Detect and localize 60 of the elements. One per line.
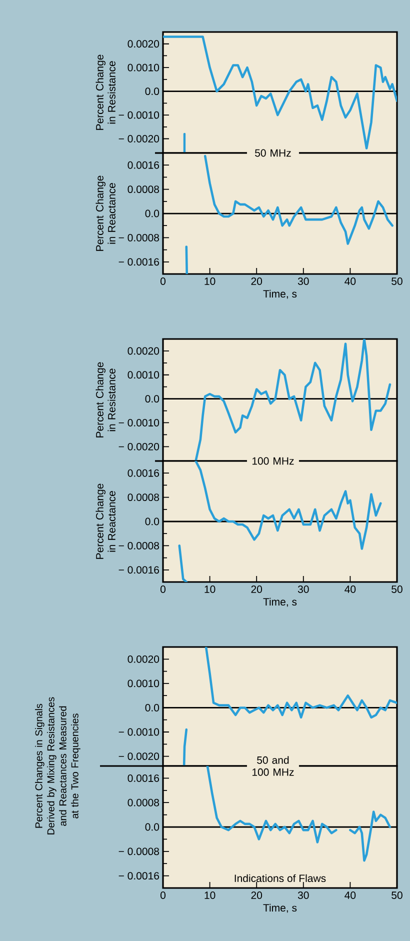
y-tick-label: 0.0 (145, 704, 160, 712)
x-tick-label: 20 (251, 278, 262, 285)
y-tick-label: 0.0010 (128, 371, 160, 379)
y-axis-title: Percent Change in Reactance (96, 484, 116, 559)
x-tick-label: 40 (344, 892, 356, 899)
x-tick-label: 0 (160, 586, 166, 593)
y-tick-label: 0.0020 (128, 347, 160, 355)
x-tick-label: 20 (251, 586, 262, 593)
y-tick-label: − 0.0008 (118, 234, 159, 242)
y-tick-label: 0.0008 (128, 798, 160, 806)
x-tick-label: 0 (160, 892, 166, 899)
y-tick-label: 0.0 (145, 823, 160, 831)
y-axis-title: Percent Changes in Signals Derived by Mixing Resistances and Reactances Measured at the Two Frequencies (35, 697, 80, 834)
y-tick-label: 0.0 (145, 210, 160, 218)
y-tick-label: 0.0020 (128, 655, 160, 663)
y-tick-label: − 0.0008 (118, 542, 159, 550)
y-tick-label: 0.0008 (128, 186, 160, 194)
x-tick-label: 30 (298, 278, 309, 285)
x-tick-label: 30 (298, 586, 309, 593)
y-tick-label: 0.0020 (128, 40, 160, 48)
x-tick-label: 40 (344, 278, 356, 285)
x-tick-label: 40 (344, 586, 356, 593)
y-tick-label: 0.0008 (128, 494, 160, 502)
x-tick-label: 20 (251, 892, 262, 899)
annotation: Indications of Flaws (234, 874, 326, 882)
y-tick-label: − 0.0008 (118, 848, 159, 856)
x-tick-label: 50 (392, 278, 402, 285)
y-tick-label: − 0.0010 (118, 111, 160, 119)
y-tick-label: − 0.0016 (118, 258, 159, 266)
y-tick-label: 0.0 (145, 88, 160, 96)
annotation: 50 and 100 MHz (252, 756, 294, 776)
y-tick-label: − 0.0016 (118, 872, 159, 880)
y-axis-title: Percent Change in Resistance (96, 362, 116, 438)
x-tick-label: 10 (204, 586, 216, 593)
y-axis-title: Percent Change in Reactance (96, 176, 116, 251)
y-tick-label: − 0.0020 (118, 442, 160, 450)
y-tick-label: 0.0 (145, 395, 160, 403)
y-tick-label: 0.0010 (128, 680, 160, 688)
y-tick-label: − 0.0020 (118, 135, 160, 142)
x-axis-title: Time, s (263, 598, 297, 607)
x-axis-title: Time, s (263, 904, 297, 913)
x-axis-title: Time, s (263, 290, 297, 299)
x-tick-label: 0 (160, 278, 166, 285)
y-tick-label: − 0.0010 (118, 728, 160, 736)
y-tick-label: − 0.0020 (118, 752, 160, 760)
y-tick-label: − 0.0010 (118, 419, 160, 426)
y-tick-label: 0.0016 (128, 774, 160, 782)
x-tick-label: 10 (204, 892, 216, 899)
y-tick-label: 0.0016 (128, 469, 160, 477)
y-tick-label: 0.0016 (128, 161, 160, 169)
x-tick-label: 50 (392, 586, 402, 593)
x-tick-label: 50 (392, 892, 402, 899)
y-axis-title: Percent Change in Resistance (96, 54, 116, 130)
annotation: 100 MHz (252, 457, 294, 465)
x-tick-label: 10 (204, 278, 216, 285)
y-tick-label: 0.0010 (128, 64, 160, 72)
y-tick-label: 0.0 (145, 518, 160, 526)
annotation: 50 MHz (255, 149, 291, 157)
x-tick-label: 30 (298, 892, 309, 899)
y-tick-label: − 0.0016 (118, 566, 159, 574)
